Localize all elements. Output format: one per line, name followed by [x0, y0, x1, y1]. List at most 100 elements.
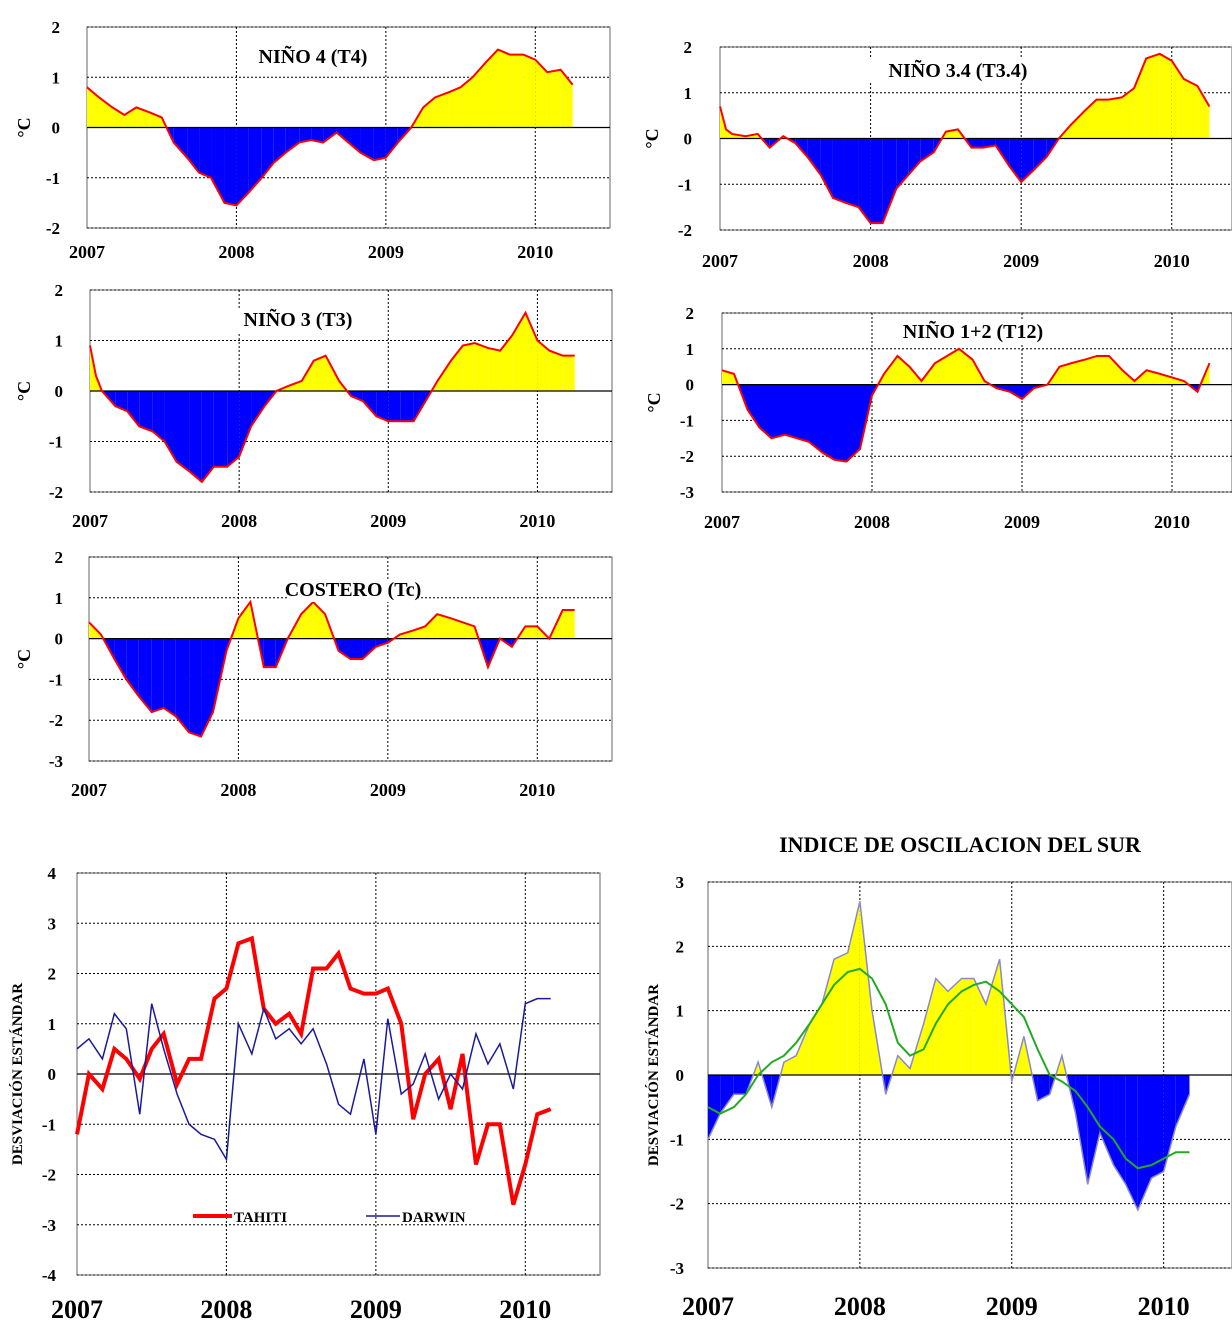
x-tick-label: 2010: [519, 511, 555, 531]
y-tick-label: 2: [52, 18, 61, 37]
warm-anomaly-area: [897, 355, 910, 385]
warm-anomaly-area: [1070, 111, 1085, 139]
y-axis-label: °C: [642, 128, 662, 148]
cold-anomaly-area: [236, 127, 249, 206]
cold-anomaly-area: [224, 127, 237, 206]
x-tick-label: 2009: [370, 780, 406, 800]
warm-anomaly-area: [560, 69, 573, 128]
warm-anomaly-area: [535, 59, 548, 128]
y-tick-label: -2: [42, 1166, 56, 1185]
cold-anomaly-area: [338, 638, 351, 659]
x-tick-label: 2008: [854, 512, 890, 532]
y-tick-label: -2: [46, 219, 60, 238]
cold-anomaly-area: [151, 638, 164, 713]
warm-anomaly-area: [460, 77, 473, 128]
cold-anomaly-area: [311, 127, 324, 143]
warm-anomaly-area: [497, 49, 510, 128]
legend-label-tahiti: TAHITI: [234, 1210, 287, 1226]
cold-anomaly-area: [213, 391, 228, 467]
warm-anomaly-area: [288, 380, 302, 391]
warm-anomaly-area: [488, 348, 501, 391]
cold-anomaly-area: [251, 391, 265, 427]
cold-anomaly-area: [163, 638, 176, 717]
x-tick-label: 2010: [519, 780, 555, 800]
cold-anomaly-area: [834, 384, 847, 462]
cold-anomaly-area: [870, 138, 883, 224]
x-tick-label: 2008: [221, 511, 257, 531]
warm-anomaly-area: [809, 1004, 822, 1075]
warm-anomaly-area: [783, 1055, 797, 1075]
warm-anomaly-area: [1134, 58, 1147, 139]
warm-anomaly-area: [884, 355, 898, 385]
x-tick-label: 2009: [1003, 251, 1039, 271]
x-tick-label: 2009: [368, 242, 404, 262]
cold-anomaly-area: [362, 391, 377, 417]
cold-anomaly-area: [227, 391, 240, 467]
warm-anomaly-area: [1071, 359, 1085, 385]
y-tick-label: 0: [48, 1065, 57, 1084]
chart-title: INDICE DE OSCILACION DEL SUR: [779, 832, 1142, 857]
cold-anomaly-area: [1137, 1075, 1152, 1211]
y-tick-label: 3: [48, 914, 57, 933]
x-tick-label: 2009: [1004, 512, 1040, 532]
cold-anomaly-area: [846, 384, 860, 462]
warm-anomaly-area: [935, 978, 948, 1075]
cold-anomaly-area: [413, 391, 426, 422]
cold-anomaly-area: [351, 391, 363, 402]
cold-anomaly-area: [1037, 1075, 1050, 1101]
cold-anomaly-area: [1099, 1075, 1114, 1166]
cold-anomaly-area: [820, 138, 833, 198]
y-tick-label: -1: [46, 169, 60, 188]
chart-title: NIÑO 3.4 (T3.4): [889, 59, 1028, 82]
cold-anomaly-area: [285, 127, 300, 153]
chart-nino12: NIÑO 1+2 (T12) 2 1 0 -1 -2 -3 2007 2008 2009 2010 °…: [644, 304, 1232, 532]
warm-anomaly-area: [450, 618, 463, 639]
cold-anomaly-area: [511, 638, 518, 647]
warm-anomaly-area: [1085, 355, 1097, 385]
cold-anomaly-area: [733, 1075, 746, 1095]
warm-anomaly-area: [525, 626, 538, 639]
warm-anomaly-area: [1096, 99, 1109, 139]
cold-anomaly-area: [771, 384, 785, 439]
y-tick-label: 2: [48, 965, 57, 984]
y-tick-label: -2: [670, 1195, 684, 1214]
y-tick-label: -1: [49, 670, 63, 689]
warm-anomaly-area: [1171, 60, 1184, 139]
cold-anomaly-area: [920, 138, 934, 162]
warm-anomaly-area: [437, 614, 451, 639]
warm-anomaly-area: [485, 49, 498, 128]
x-tick-label: 2007: [51, 1295, 103, 1324]
warm-anomaly-area: [562, 610, 575, 639]
soi-series-line: [707, 901, 1191, 1212]
y-tick-label: 0: [55, 630, 64, 649]
x-tick-label: 2007: [69, 242, 105, 262]
title-backdrop: [252, 46, 374, 69]
warm-anomaly-area: [1059, 363, 1072, 385]
warm-anomaly-area: [1122, 88, 1135, 139]
warm-anomaly-area: [98, 97, 113, 128]
cold-anomaly-area: [199, 127, 212, 178]
y-axis-label: °C: [14, 117, 34, 137]
warm-anomaly-area: [301, 360, 314, 391]
cold-anomaly-area: [139, 391, 153, 432]
cold-anomaly-area: [189, 638, 202, 737]
y-tick-label: -2: [678, 221, 692, 240]
x-tick-label: 2008: [218, 242, 254, 262]
warm-anomaly-area: [1159, 53, 1172, 139]
cold-anomaly-area: [1113, 1075, 1126, 1185]
warm-anomaly-area: [1146, 53, 1160, 139]
chart-soi: INDICE DE OSCILACION DEL SUR 3 2 1 0 -1 -2 -3 20…: [645, 832, 1232, 1321]
x-tick-label: 2009: [370, 511, 406, 531]
y-tick-label: 2: [55, 281, 64, 300]
warm-anomaly-area: [523, 54, 536, 128]
cold-anomaly-area: [362, 638, 376, 659]
warm-anomaly-area: [796, 1023, 810, 1075]
cold-anomaly-area: [971, 138, 984, 148]
y-axis-label: DESVIACIÓN ESTÁNDAR: [645, 984, 662, 1166]
cold-anomaly-area: [263, 638, 276, 668]
cold-anomaly-area: [822, 384, 835, 460]
y-tick-label: -3: [670, 1259, 684, 1278]
y-tick-label: -3: [49, 752, 63, 771]
cold-anomaly-area: [138, 638, 152, 713]
